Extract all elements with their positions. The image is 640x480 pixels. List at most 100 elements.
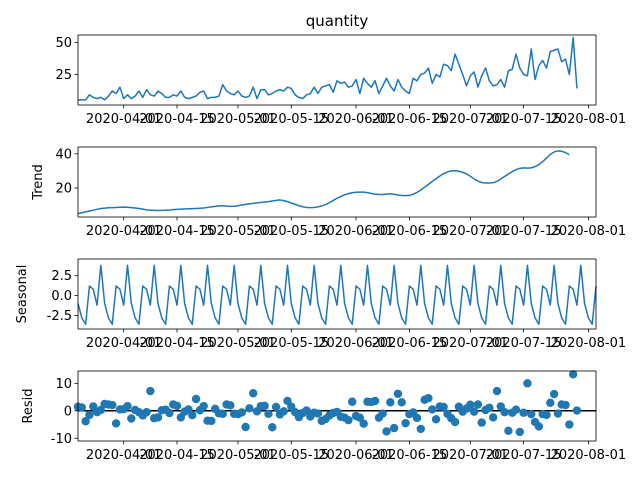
resid-y-axis: -10 0 10 [51,377,78,447]
resid-point [424,393,433,403]
resid-series [73,370,582,437]
x-tick-label: 2020-07-15 [486,336,562,351]
resid-point [245,404,254,413]
trend-axes-frame [77,146,597,218]
x-tick-label: 2020-05-01 [200,112,276,127]
resid-point [260,401,269,411]
x-tick-label: 2020-06-01 [318,336,394,351]
y-tick-label: 40 [55,147,72,162]
resid-point [485,403,494,412]
x-tick-label: 2020-08-01 [551,448,627,463]
resid-point [393,389,403,398]
resid-point [534,422,544,431]
trend-x-axis: 2020-04-012020-04-152020-05-012020-05-15… [86,217,626,239]
seasonal-axes-frame [77,258,597,330]
resid-point [268,423,277,432]
observed-series [78,36,578,101]
x-tick-label: 2020-06-01 [318,224,394,239]
resid-point [313,409,323,418]
resid-point [527,409,536,419]
resid-point [77,403,87,412]
x-tick-label: 2020-05-01 [200,336,276,351]
resid-point [412,413,422,423]
x-tick-label: 2020-05-15 [254,336,330,351]
resid-point [172,401,182,411]
x-tick-label: 2020-05-01 [200,224,276,239]
resid-point [439,402,448,412]
resid-point [431,415,441,424]
x-tick-label: 2020-06-01 [318,448,394,463]
resid-point [370,396,380,406]
x-tick-label: 2020-04-01 [86,336,162,351]
x-tick-label: 2020-07-15 [486,112,562,127]
resid-point [188,411,197,420]
resid-point [568,370,578,379]
resid-point [123,401,132,411]
y-tick-label: 50 [55,36,72,51]
resid-point [241,422,250,432]
observed-x-axis: 2020-04-012020-04-152020-05-012020-05-15… [86,105,626,127]
resid-point [279,407,288,416]
resid-point [271,402,281,412]
x-tick-label: 2020-07-15 [486,224,562,239]
y-tick-label: -2.5 [47,309,72,324]
resid-point [386,398,395,407]
y-tick-label: -10 [51,432,72,447]
x-tick-label: 2020-08-01 [551,112,627,127]
resid-point [127,414,136,423]
resid-point [523,379,532,388]
resid-point [401,418,410,428]
resid-point [511,405,521,414]
x-tick-label: 2020-05-15 [254,112,330,127]
x-tick-label: 2020-07-01 [433,336,509,351]
y-tick-label: 25 [55,68,72,83]
x-tick-label: 2020-06-15 [372,448,448,463]
x-tick-label: 2020-04-15 [139,448,215,463]
seasonal-x-axis: 2020-04-012020-04-152020-05-012020-05-15… [86,329,626,351]
resid-point [111,419,121,428]
x-tick-label: 2020-08-01 [551,336,627,351]
resid-point [382,427,391,436]
resid-point [359,419,368,428]
resid-point [416,424,425,434]
y-tick-label: 10 [55,377,72,392]
resid-point [153,413,163,422]
resid-point [546,398,555,408]
x-tick-label: 2020-04-15 [139,336,215,351]
observed-axes-frame [77,34,597,106]
resid-point [473,400,483,409]
seasonal-panel: -2.5 0.0 2.5 2020-04-012020-04-152020-05-0… [15,258,626,351]
resid-point [428,405,437,414]
resid-point [549,389,559,399]
chart-title: quantity [306,12,369,30]
x-tick-label: 2020-07-01 [433,112,509,127]
resid-point [264,409,273,419]
resid-point [488,413,498,422]
trend-series [77,150,570,215]
resid-axes-frame [77,370,597,442]
observed-y-axis: 25 50 [55,36,78,83]
x-tick-label: 2020-08-01 [551,224,627,239]
resid-point [96,405,106,415]
resid-point [450,417,460,427]
x-tick-label: 2020-06-15 [372,336,448,351]
resid-point [389,423,399,433]
x-tick-label: 2020-05-15 [254,224,330,239]
resid-point [348,397,357,406]
x-tick-label: 2020-05-01 [200,448,276,463]
resid-point [146,386,155,396]
resid-point [249,389,258,398]
x-tick-label: 2020-04-15 [139,112,215,127]
resid-point [81,417,90,426]
resid-point [542,410,551,420]
x-tick-label: 2020-05-15 [254,448,330,463]
seasonal-line [77,264,597,325]
resid-y-label: Resid [21,388,36,423]
resid-point [500,407,509,417]
seasonal-series [77,264,597,325]
y-tick-label: 2.5 [51,269,72,284]
x-tick-label: 2020-04-15 [139,224,215,239]
resid-point [519,408,528,417]
resid-point [572,406,582,415]
